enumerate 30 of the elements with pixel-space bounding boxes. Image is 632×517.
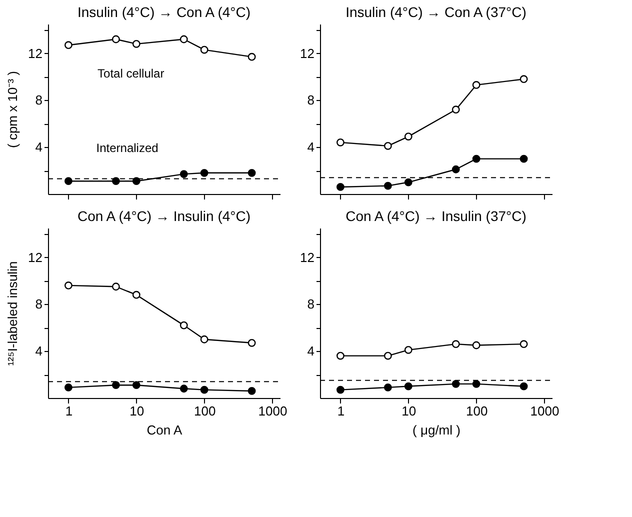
y-tick-label: 4 [307,140,314,155]
annotation: Internalized [96,141,158,156]
x-axis-title: ( μg/ml ) [412,422,460,438]
y-tick-label: 8 [307,92,314,108]
x-tick-label: 1000 [258,404,288,418]
y-axis-title: ¹²⁵I-labeled insulin [5,261,20,366]
y-tick-label: 8 [307,296,314,312]
x-tick-label: 1 [337,404,345,418]
y-tick-label: 12 [28,46,42,61]
y-axis-title: ( cpm x 10⁻³ ) [5,71,20,148]
x-axis-title: Con A [146,422,183,438]
chart-title: Insulin (4°C) → Con A (37°C) [346,4,526,20]
chart-title: Con A (4°C) → Insulin (4°C) [77,208,251,224]
y-tick-label: 12 [28,250,42,265]
x-tick-label: 10 [402,404,416,418]
y-tick-label: 4 [307,344,314,359]
x-tick-label: 1000 [530,404,560,418]
x-tick-label: 1 [65,404,73,418]
y-tick-label: 4 [35,344,42,359]
y-tick-label: 12 [300,250,314,265]
y-tick-label: 12 [300,46,314,61]
annotation: Total cellular [98,66,164,81]
x-tick-label: 100 [466,404,488,418]
x-tick-label: 100 [194,404,216,418]
y-tick-label: 8 [35,296,42,312]
x-tick-label: 10 [130,404,144,418]
y-tick-label: 4 [35,140,42,155]
y-tick-label: 8 [35,92,42,108]
chart-title: Insulin (4°C) → Con A (4°C) [77,4,251,20]
chart-title: Con A (4°C) → Insulin (37°C) [346,208,526,224]
